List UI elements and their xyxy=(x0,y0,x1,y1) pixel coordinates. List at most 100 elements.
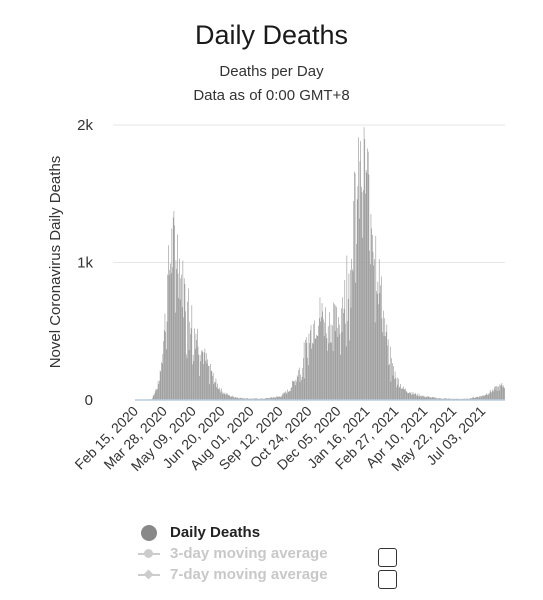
bar xyxy=(325,307,326,400)
bar xyxy=(481,395,483,400)
toggle-3-day-average-checkbox[interactable] xyxy=(378,548,397,567)
bar xyxy=(349,340,350,400)
bar xyxy=(493,391,494,400)
bar xyxy=(218,389,219,400)
bar xyxy=(327,326,329,400)
bar xyxy=(275,397,277,400)
bar xyxy=(393,366,395,400)
bar xyxy=(254,398,256,400)
bar xyxy=(438,398,439,400)
bar xyxy=(383,310,384,400)
bar xyxy=(223,392,224,400)
bar xyxy=(216,387,217,400)
bar xyxy=(234,397,236,400)
legend-item-7-day-average[interactable]: 7-day moving average xyxy=(138,564,328,585)
bar xyxy=(373,265,375,400)
bar xyxy=(320,321,321,400)
bar xyxy=(185,311,186,400)
bar xyxy=(203,364,204,400)
toggle-7-day-average-checkbox[interactable] xyxy=(378,570,397,589)
bar xyxy=(411,394,412,400)
y-tick-label: 1k xyxy=(77,255,93,272)
y-axis-label: Novel Coronavirus Daily Deaths xyxy=(47,156,64,369)
legend-item-daily-deaths[interactable]: Daily Deaths xyxy=(138,522,328,543)
bar xyxy=(281,396,282,400)
bar xyxy=(471,398,473,400)
bar xyxy=(235,397,237,400)
bar xyxy=(190,328,192,400)
bar xyxy=(300,374,301,400)
bar xyxy=(356,199,358,400)
bar xyxy=(183,278,185,400)
bar xyxy=(282,393,284,400)
bar xyxy=(405,391,407,400)
bar xyxy=(378,304,379,400)
bar xyxy=(298,367,300,400)
bar xyxy=(221,391,223,400)
bar xyxy=(212,375,213,400)
bar xyxy=(484,395,485,400)
legend-item-3-day-average[interactable]: 3-day moving average xyxy=(138,543,328,564)
bar xyxy=(290,391,291,400)
bar xyxy=(437,398,439,400)
bar xyxy=(367,151,369,400)
bar xyxy=(163,341,164,400)
bar xyxy=(486,393,488,400)
bar xyxy=(354,171,355,400)
bar xyxy=(185,354,187,400)
bar xyxy=(415,393,417,400)
bar xyxy=(292,380,294,400)
bar xyxy=(425,396,427,400)
bar xyxy=(369,264,371,400)
bar xyxy=(353,201,355,400)
bar xyxy=(251,398,253,400)
bar xyxy=(243,398,245,400)
bar xyxy=(356,243,357,400)
bar xyxy=(184,283,186,400)
bar xyxy=(406,391,408,400)
bar xyxy=(474,397,476,400)
bar xyxy=(219,390,221,400)
bar xyxy=(478,397,479,400)
bar xyxy=(431,397,432,400)
bar xyxy=(246,398,248,400)
bar xyxy=(277,396,279,400)
bar xyxy=(316,335,318,400)
bar xyxy=(338,324,340,400)
bar xyxy=(306,342,308,400)
bar xyxy=(382,332,383,400)
bar xyxy=(232,395,233,400)
bar xyxy=(166,321,168,400)
bar xyxy=(414,394,415,400)
bar xyxy=(272,397,273,400)
bar xyxy=(390,381,392,400)
bar xyxy=(221,388,222,400)
bar xyxy=(351,258,352,400)
bar xyxy=(387,339,389,400)
bar xyxy=(329,312,330,400)
bar xyxy=(436,397,437,400)
bar xyxy=(380,276,382,400)
bar xyxy=(435,398,437,400)
bar xyxy=(272,397,274,400)
bar xyxy=(424,397,426,400)
bar xyxy=(163,330,165,400)
bar xyxy=(388,365,390,400)
bar xyxy=(260,398,262,400)
bar xyxy=(274,397,275,400)
bar xyxy=(499,384,501,400)
bar xyxy=(288,391,290,400)
bar xyxy=(428,396,430,400)
bar xyxy=(416,395,418,400)
bar xyxy=(504,388,505,400)
bar xyxy=(177,234,178,400)
bar xyxy=(477,396,479,400)
bar xyxy=(305,340,306,400)
bar xyxy=(274,397,276,400)
bar xyxy=(335,305,337,400)
bar xyxy=(152,395,154,400)
bar xyxy=(230,396,232,400)
legend-label-7-day-average: 7-day moving average xyxy=(170,566,328,583)
bar-series-daily-deaths[interactable] xyxy=(137,127,505,401)
bar xyxy=(201,350,203,400)
